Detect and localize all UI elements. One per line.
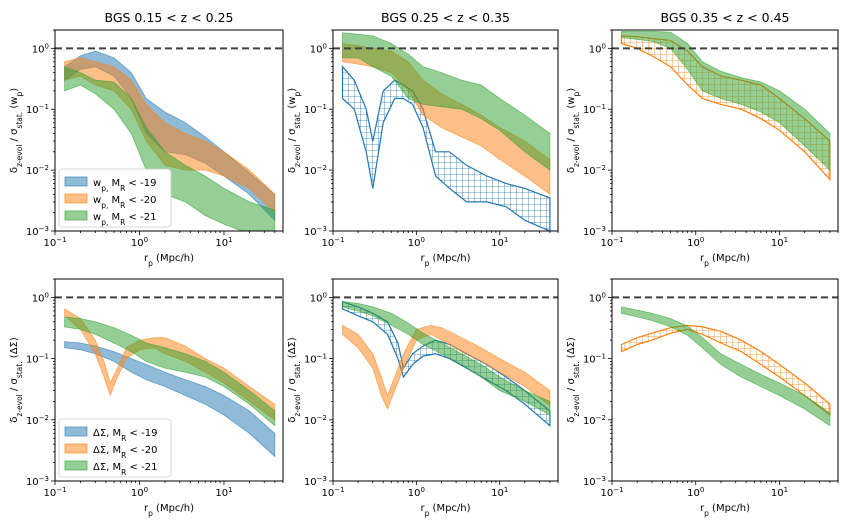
legend-label: wp, MR < -19 <box>93 178 156 193</box>
axes-frame <box>611 29 839 232</box>
axes-frame <box>332 278 559 482</box>
y-tick-label: 100 <box>32 291 49 304</box>
y-tick-label: 10−1 <box>304 103 327 116</box>
panel-2: 10−1 100 101 10−3 10−2 10−1 100 rp (Mpc/h) δz-ev… <box>287 10 559 268</box>
legend-swatch <box>64 426 88 437</box>
y-axis-label: δz-evol / σstat. (wp) <box>566 88 581 173</box>
legend-swatch <box>64 460 88 471</box>
band--m-r-21 <box>621 306 831 427</box>
y-tick-label: 100 <box>310 42 327 55</box>
legend-label: ΔΣ, MR < -20 <box>93 445 157 460</box>
y-axis-label: δz-evol / σstat. (wp) <box>9 88 24 173</box>
axes-frame <box>611 278 839 482</box>
x-tick-label: 101 <box>771 236 788 249</box>
x-tick-label: 10−1 <box>600 236 623 249</box>
x-tick-label: 101 <box>215 236 232 249</box>
plot-area <box>55 47 283 231</box>
y-tick-label: 100 <box>310 291 327 304</box>
x-tick-label: 100 <box>687 236 704 249</box>
panel-5: 10−1 100 101 10−3 10−2 10−1 100 rp (Mpc/h) δz-ev… <box>287 278 559 518</box>
band--m-r-21 <box>342 301 551 416</box>
x-tick-label: 10−1 <box>321 236 344 249</box>
y-tick-label: 10−3 <box>26 475 49 488</box>
legend-label: ΔΣ, MR < -19 <box>93 428 157 443</box>
x-tick-label: 101 <box>491 486 508 499</box>
legend-swatch <box>64 443 88 454</box>
panel-3: 10−1 100 101 10−3 10−2 10−1 100 rp (Mpc/h) δz-ev… <box>566 10 839 268</box>
axes-frame <box>54 278 284 482</box>
x-tick-label: 100 <box>408 486 425 499</box>
legend-label: wp, MR < -20 <box>93 195 156 210</box>
panel-title: BGS 0.15 < z < 0.25 <box>104 10 233 25</box>
x-tick-label: 101 <box>771 486 788 499</box>
legend: ΔΣ, MR < -19 ΔΣ, MR < -20 ΔΣ, MR < -21 <box>58 418 172 478</box>
x-axis-label: rp (Mpc/h) <box>700 253 750 268</box>
axes-frame <box>54 29 284 232</box>
y-tick-label: 10−3 <box>583 475 606 488</box>
band--m-r-21 <box>64 316 276 427</box>
y-tick-label: 10−2 <box>583 164 606 177</box>
y-tick-label: 10−1 <box>304 353 327 366</box>
y-tick-label: 10−3 <box>583 225 606 238</box>
y-axis-label: δz-evol / σstat. (ΔΣ) <box>566 337 581 423</box>
y-tick-label: 100 <box>32 42 49 55</box>
x-tick-label: 10−1 <box>43 236 66 249</box>
y-tick-label: 10−1 <box>583 353 606 366</box>
plot-area <box>333 32 558 231</box>
y-tick-label: 10−3 <box>304 225 327 238</box>
x-tick-label: 101 <box>491 236 508 249</box>
y-tick-label: 10−1 <box>583 103 606 116</box>
band--m-r-19 <box>64 341 276 458</box>
legend-swatch <box>64 193 88 204</box>
x-tick-label: 100 <box>131 236 148 249</box>
plot-area <box>612 296 838 427</box>
legend-swatch <box>64 176 88 187</box>
x-axis-label: rp (Mpc/h) <box>144 503 194 518</box>
panel-title: BGS 0.25 < z < 0.35 <box>381 10 510 25</box>
x-axis-label: rp (Mpc/h) <box>420 503 470 518</box>
legend: wp, MR < -19 wp, MR < -20 wp, MR < -21 <box>58 168 172 228</box>
x-tick-label: 10−1 <box>600 486 623 499</box>
x-tick-label: 10−1 <box>321 486 344 499</box>
y-tick-label: 10−2 <box>583 414 606 427</box>
panels-container: 10−1 100 101 10−3 10−2 10−1 100 rp (Mpc/h) δz-ev… <box>9 10 839 518</box>
y-axis-label: δz-evol / σstat. (ΔΣ) <box>9 337 24 423</box>
x-tick-label: 10−1 <box>43 486 66 499</box>
y-axis-label: δz-evol / σstat. (wp) <box>287 88 302 173</box>
panel-title: BGS 0.35 < z < 0.45 <box>660 10 789 25</box>
plot-area <box>612 31 838 182</box>
x-tick-label: 101 <box>215 486 232 499</box>
y-tick-label: 100 <box>589 42 606 55</box>
x-tick-label: 100 <box>687 486 704 499</box>
x-axis-label: rp (Mpc/h) <box>420 253 470 268</box>
y-tick-label: 10−1 <box>26 353 49 366</box>
y-tick-label: 10−3 <box>26 225 49 238</box>
panel-4: 10−1 100 101 10−3 10−2 10−1 100 rp (Mpc/h) δz-ev… <box>9 278 284 518</box>
plot-area <box>333 296 558 428</box>
y-tick-label: 10−2 <box>304 164 327 177</box>
y-tick-label: 10−2 <box>304 414 327 427</box>
x-axis-label: rp (Mpc/h) <box>700 503 750 518</box>
x-tick-label: 100 <box>131 486 148 499</box>
legend-swatch <box>64 210 88 221</box>
panel-1: 10−1 100 101 10−3 10−2 10−1 100 rp (Mpc/h) δz-ev… <box>9 10 284 268</box>
legend-label: ΔΣ, MR < -21 <box>93 462 157 477</box>
band-w-p-m-r-21 <box>64 66 276 231</box>
band-w-p-m-r-21 <box>342 32 551 171</box>
x-tick-label: 100 <box>408 236 425 249</box>
x-axis-label: rp (Mpc/h) <box>144 253 194 268</box>
y-tick-label: 10−1 <box>26 103 49 116</box>
axes-frame <box>332 29 559 232</box>
y-tick-label: 10−2 <box>26 164 49 177</box>
y-tick-label: 100 <box>589 291 606 304</box>
panel-6: 10−1 100 101 10−3 10−2 10−1 100 rp (Mpc/h) δz-ev… <box>566 278 839 518</box>
y-tick-label: 10−2 <box>26 414 49 427</box>
y-axis-label: δz-evol / σstat. (ΔΣ) <box>287 337 302 423</box>
legend-label: wp, MR < -21 <box>93 212 156 227</box>
plot-area <box>55 296 283 458</box>
y-tick-label: 10−3 <box>304 475 327 488</box>
